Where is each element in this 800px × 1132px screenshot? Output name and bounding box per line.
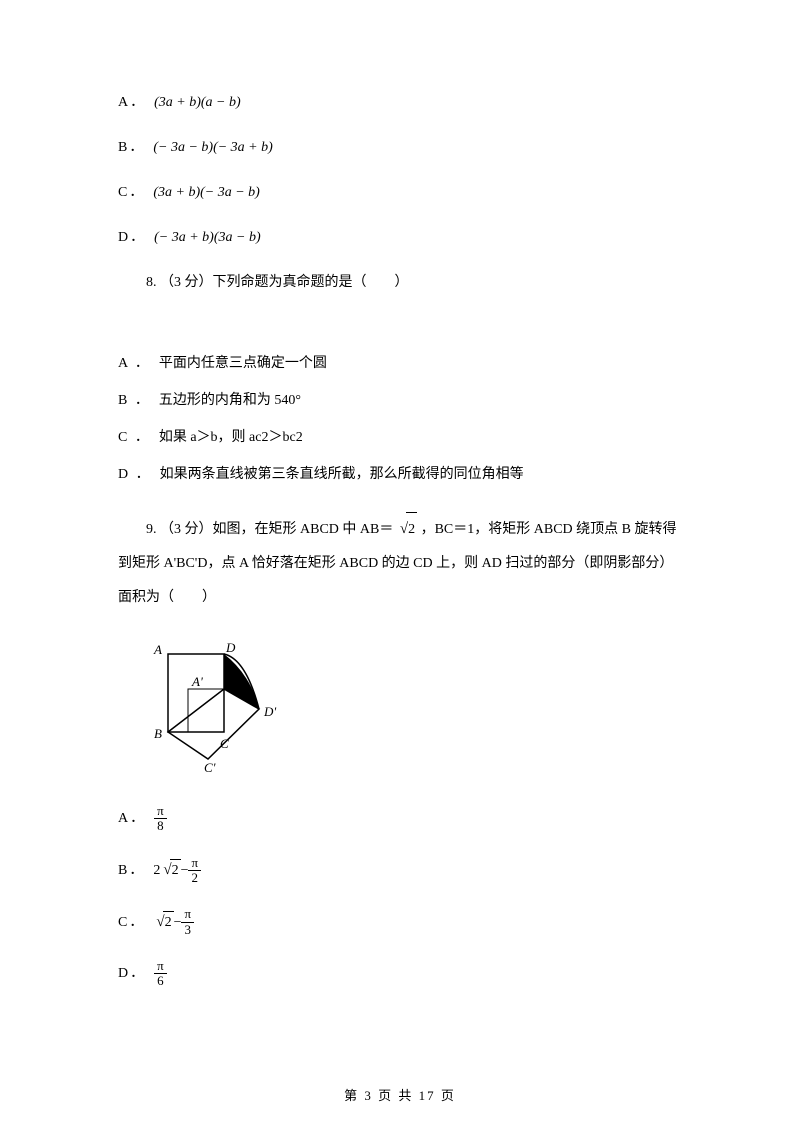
fraction: π 2 bbox=[188, 856, 201, 886]
q9-figure: B C A D A' D' C' bbox=[146, 624, 682, 786]
option-text: 平面内任意三点确定一个圆 bbox=[159, 353, 327, 374]
option-expression: (− 3a + b)(3a − b) bbox=[154, 227, 261, 248]
q9-option-d: D． π 6 bbox=[118, 959, 682, 989]
page-body: A． (3a + b)(a − b) B． (− 3a − b)(− 3a + … bbox=[0, 0, 800, 989]
sqrt-radicand: 2 bbox=[170, 859, 181, 881]
page-footer: 第 3 页 共 17 页 bbox=[0, 1085, 800, 1104]
option-label: D． bbox=[118, 227, 146, 248]
fraction: π 3 bbox=[181, 907, 194, 937]
svg-text:A: A bbox=[153, 642, 162, 657]
sqrt-icon: 2 bbox=[153, 911, 173, 934]
option-expression: (− 3a − b)(− 3a + b) bbox=[153, 137, 272, 158]
svg-text:C': C' bbox=[204, 760, 216, 775]
fraction-denominator: 2 bbox=[188, 871, 201, 885]
fraction-numerator: π bbox=[154, 804, 167, 819]
minus-sign: − bbox=[174, 912, 182, 933]
q7-option-d: D． (− 3a + b)(3a − b) bbox=[118, 227, 682, 248]
q8-options: A ． 平面内任意三点确定一个圆 B ． 五边形的内角和为 540° C ． 如… bbox=[118, 353, 682, 485]
sqrt-icon: 2 bbox=[160, 859, 180, 882]
q9-stem-pre: 9. （3 分）如图，在矩形 ABCD 中 AB＝ bbox=[146, 522, 397, 537]
option-expression: (3a + b)(− 3a − b) bbox=[153, 182, 260, 203]
svg-text:B: B bbox=[154, 726, 162, 741]
option-label: C． bbox=[118, 182, 145, 203]
q8-option-d: D ． 如果两条直线被第三条直线所截，那么所截得的同位角相等 bbox=[118, 464, 682, 485]
q7-option-c: C． (3a + b)(− 3a − b) bbox=[118, 182, 682, 203]
option-expression: (3a + b)(a − b) bbox=[154, 92, 241, 113]
q7-option-b: B． (− 3a − b)(− 3a + b) bbox=[118, 137, 682, 158]
option-label: B ． bbox=[118, 390, 151, 411]
q8-stem: 8. （3 分）下列命题为真命题的是（ ） bbox=[118, 272, 682, 293]
option-label: A． bbox=[118, 808, 146, 829]
sqrt-icon: 2 bbox=[397, 511, 417, 547]
fraction-numerator: π bbox=[154, 959, 167, 974]
q8-option-b: B ． 五边形的内角和为 540° bbox=[118, 390, 682, 411]
q7-option-a: A． (3a + b)(a − b) bbox=[118, 92, 682, 113]
q9-option-c: C． 2 − π 3 bbox=[118, 907, 682, 937]
spacer bbox=[118, 317, 682, 353]
q9-option-b: B． 2 2 − π 2 bbox=[118, 856, 682, 886]
option-label: D ． bbox=[118, 464, 152, 485]
fraction-numerator: π bbox=[188, 856, 201, 871]
option-label: B． bbox=[118, 137, 145, 158]
option-label: C ． bbox=[118, 427, 151, 448]
option-label: A ． bbox=[118, 353, 151, 374]
option-label: A． bbox=[118, 92, 146, 113]
option-label: B． bbox=[118, 860, 145, 881]
option-text: 五边形的内角和为 540° bbox=[159, 390, 301, 411]
fraction-numerator: π bbox=[181, 907, 194, 922]
sqrt-radicand: 2 bbox=[163, 911, 174, 933]
q9-stem: 9. （3 分）如图，在矩形 ABCD 中 AB＝ 2 ，BC＝1，将矩形 AB… bbox=[118, 511, 682, 614]
svg-text:A': A' bbox=[191, 674, 203, 689]
coefficient: 2 bbox=[153, 860, 160, 881]
option-text: 如果两条直线被第三条直线所截，那么所截得的同位角相等 bbox=[160, 464, 524, 485]
q8-option-a: A ． 平面内任意三点确定一个圆 bbox=[118, 353, 682, 374]
minus-sign: − bbox=[181, 860, 189, 881]
option-label: D． bbox=[118, 963, 146, 984]
fraction-denominator: 3 bbox=[181, 923, 194, 937]
option-label: C． bbox=[118, 912, 145, 933]
fraction-denominator: 6 bbox=[154, 974, 167, 988]
fraction: π 8 bbox=[154, 804, 167, 834]
geometry-diagram-icon: B C A D A' D' C' bbox=[146, 624, 296, 779]
fraction: π 6 bbox=[154, 959, 167, 989]
q9-options: A． π 8 B． 2 2 − π 2 C． 2 − π 3 bbox=[118, 804, 682, 988]
fraction-denominator: 8 bbox=[154, 819, 167, 833]
option-text: 如果 a＞b，则 ac2＞bc2 bbox=[159, 427, 303, 448]
q9-option-a: A． π 8 bbox=[118, 804, 682, 834]
q8-option-c: C ． 如果 a＞b，则 ac2＞bc2 bbox=[118, 427, 682, 448]
sqrt-radicand: 2 bbox=[406, 512, 417, 547]
svg-text:D': D' bbox=[263, 704, 276, 719]
svg-text:D: D bbox=[225, 640, 236, 655]
